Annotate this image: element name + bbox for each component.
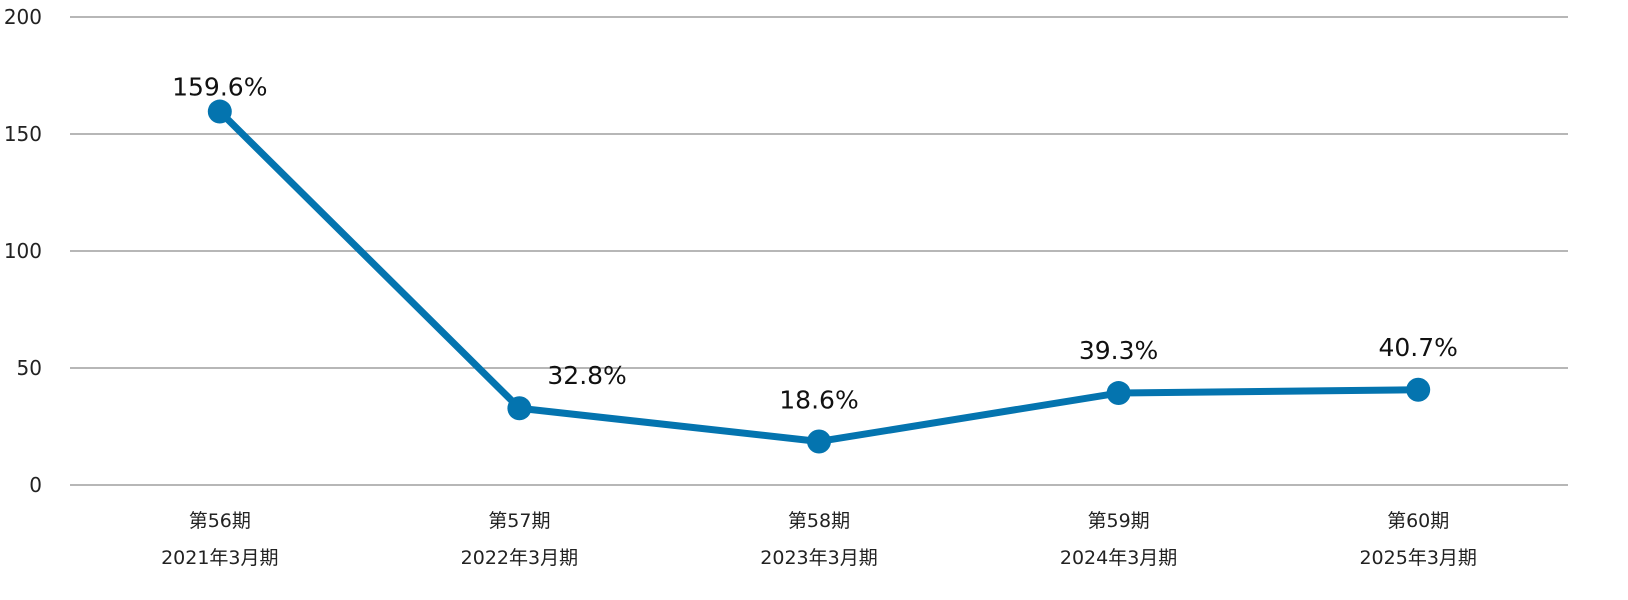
y-tick-label: 0 (29, 473, 42, 497)
x-category-period: 第57期 (488, 510, 550, 532)
data-point-marker (1106, 381, 1131, 406)
y-tick-label: 200 (4, 5, 42, 29)
x-category-period: 第56期 (189, 510, 251, 532)
y-axis-labels: 0 50 100 150 200 (4, 5, 42, 497)
x-category-fiscal-year: 2022年3月期 (461, 547, 578, 569)
x-category-period: 第58期 (788, 510, 850, 532)
data-point-marker (507, 396, 532, 421)
y-tick-label: 100 (4, 239, 42, 263)
data-point-marker (807, 429, 831, 454)
y-tick-label: 50 (17, 356, 42, 380)
x-category-fiscal-year: 2023年3月期 (760, 547, 877, 569)
x-category-period: 第60期 (1387, 510, 1449, 532)
data-point-marker (1406, 377, 1431, 402)
x-category-fiscal-year: 2024年3月期 (1060, 547, 1177, 569)
gridlines (70, 16, 1568, 486)
x-category-period: 第59期 (1088, 510, 1150, 532)
data-series: 159.6% 32.8% 18.6% 39.3% 40.7% (172, 73, 1458, 454)
data-label: 18.6% (779, 385, 858, 414)
data-label: 39.3% (1079, 336, 1158, 365)
x-category-fiscal-year: 2025年3月期 (1359, 547, 1476, 569)
x-axis-labels: 第56期 2021年3月期 第57期 2022年3月期 第58期 2023年3月期 第59期… (161, 510, 1477, 569)
x-category-fiscal-year: 2021年3月期 (161, 547, 278, 569)
data-label: 32.8% (547, 361, 626, 390)
data-label: 40.7% (1378, 333, 1457, 362)
data-label: 159.6% (172, 73, 267, 102)
y-tick-label: 150 (4, 122, 42, 146)
data-point-marker (207, 99, 232, 124)
